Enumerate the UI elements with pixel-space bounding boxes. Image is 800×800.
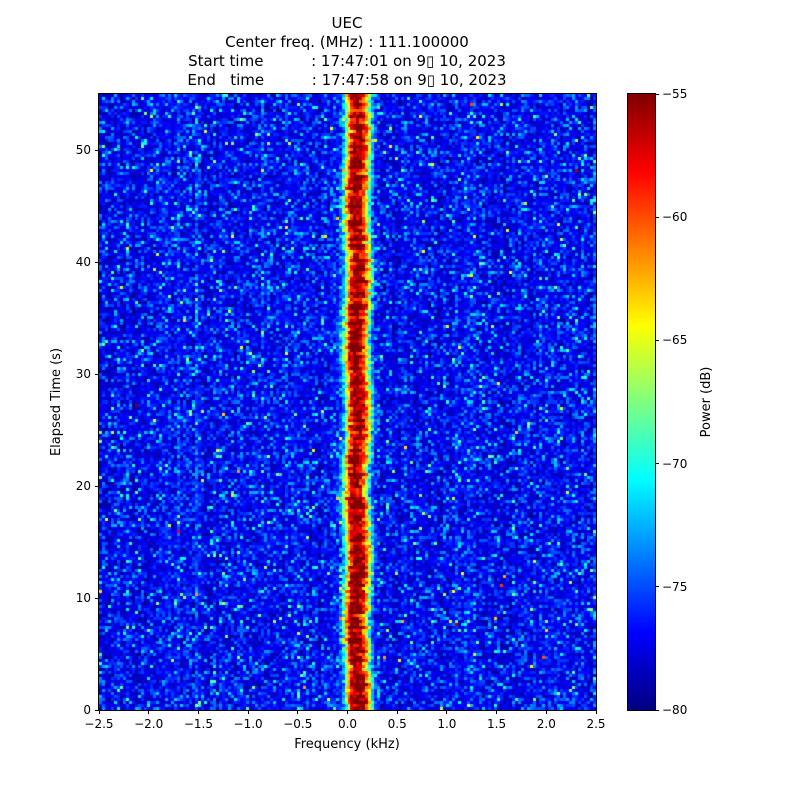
x-tick-label: −2.5 — [84, 717, 114, 731]
y-tick-mark — [95, 261, 99, 263]
colorbar-tick-mark — [655, 339, 659, 341]
x-tick-mark — [148, 710, 150, 714]
x-tick-label: −2.0 — [134, 717, 164, 731]
x-tick-label: 0.0 — [337, 717, 358, 731]
x-tick-label: 0.5 — [387, 717, 407, 731]
x-tick-mark — [197, 710, 199, 714]
colorbar-tick-label: −70 — [662, 456, 688, 471]
y-tick-label: 40 — [75, 255, 91, 269]
subtitle-center-freq: Center freq. (MHz) : 111.100000 — [225, 33, 469, 51]
subtitle-start-time: Start time : 17:47:01 on 9▯ 10, 2023 — [188, 52, 506, 70]
colorbar-tick-label: −75 — [662, 579, 688, 594]
x-tick-mark — [595, 710, 597, 714]
colorbar-gradient — [628, 94, 655, 710]
x-tick-mark — [297, 710, 299, 714]
colorbar-label: Power (dB) — [699, 366, 714, 438]
colorbar-tick-mark — [655, 586, 659, 588]
x-tick-label: 2.5 — [586, 717, 606, 731]
x-tick-mark — [496, 710, 498, 714]
y-axis-label: Elapsed Time (s) — [49, 347, 64, 457]
x-tick-mark — [446, 710, 448, 714]
x-tick-mark — [247, 710, 249, 714]
spectrogram-heatmap — [99, 94, 596, 710]
colorbar-tick-label: −55 — [662, 87, 688, 101]
colorbar-tick-label: −60 — [662, 210, 688, 225]
colorbar-tick-label: −80 — [662, 703, 688, 717]
y-tick-mark — [95, 485, 99, 487]
y-tick-label: 30 — [75, 367, 91, 381]
x-tick-label: −0.5 — [283, 717, 313, 731]
colorbar-tick-mark — [655, 93, 659, 95]
y-tick-label: 50 — [75, 143, 91, 157]
y-tick-label: 20 — [75, 479, 91, 493]
x-axis-label: Frequency (kHz) — [294, 737, 400, 752]
y-tick-mark — [95, 597, 99, 599]
colorbar-tick-label: −65 — [662, 333, 688, 348]
x-tick-mark — [545, 710, 547, 714]
colorbar-tick-mark — [655, 216, 659, 218]
x-tick-label: 1.5 — [487, 717, 507, 731]
x-tick-label: 2.0 — [536, 717, 556, 731]
colorbar-tick-mark — [655, 709, 659, 711]
colorbar-tick-mark — [655, 463, 659, 465]
y-tick-mark — [95, 709, 99, 711]
x-tick-label: −1.5 — [183, 717, 213, 731]
chart-title: UEC — [331, 14, 363, 32]
x-tick-mark — [396, 710, 398, 714]
y-tick-label: 0 — [83, 703, 91, 717]
y-tick-label: 10 — [75, 591, 91, 605]
y-tick-mark — [95, 373, 99, 375]
x-tick-label: −1.0 — [233, 717, 263, 731]
x-tick-mark — [98, 710, 100, 714]
y-tick-mark — [95, 149, 99, 151]
subtitle-end-time: End time : 17:47:58 on 9▯ 10, 2023 — [187, 71, 507, 89]
x-tick-mark — [347, 710, 348, 714]
x-tick-label: 1.0 — [437, 717, 457, 731]
